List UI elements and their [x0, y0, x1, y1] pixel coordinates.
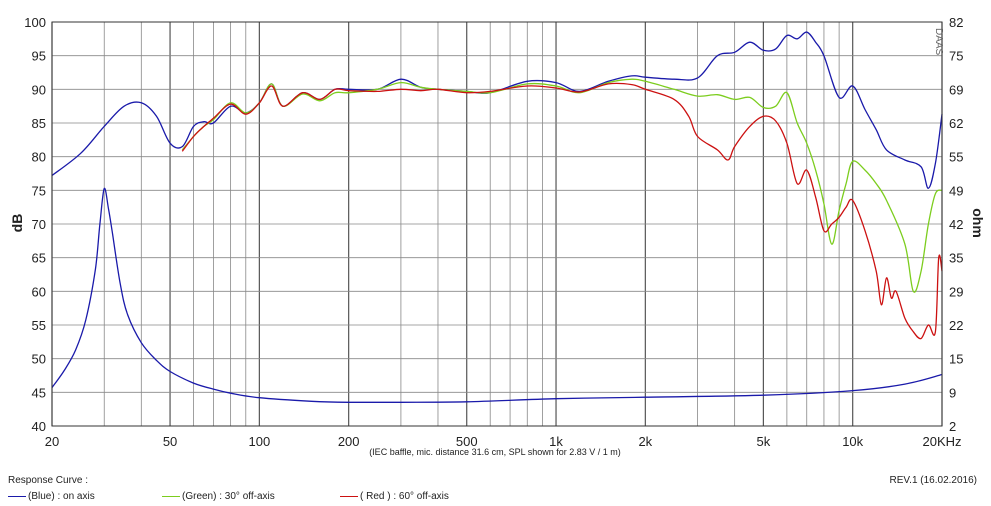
- y2-tick-label: 55: [949, 150, 963, 165]
- y2-tick-label: 82: [949, 15, 963, 30]
- plot-frame: [51, 21, 943, 427]
- x-tick-label: 10k: [842, 434, 863, 449]
- impedance-curve: [51, 187, 943, 403]
- revision-label: REV.1 (16.02.2016): [889, 475, 977, 486]
- x-tick-label: 500: [456, 434, 478, 449]
- legend-item-green: (Green) : 30° off-axis: [162, 491, 275, 502]
- y-tick-label: 40: [32, 419, 46, 434]
- legend-heading: Response Curve :: [8, 475, 89, 486]
- x-tick-label: 100: [249, 434, 271, 449]
- y-tick-label: 90: [32, 82, 46, 97]
- legend-label-blue: (Blue) : on axis: [28, 491, 95, 502]
- x-tick-label: 1k: [549, 434, 563, 449]
- y2-tick-label: 29: [949, 284, 963, 299]
- x-tick-label: 200: [338, 434, 360, 449]
- y2-tick-label: 62: [949, 116, 963, 131]
- y-axis-label: dB: [9, 214, 25, 233]
- x-tick-label: 2k: [638, 434, 652, 449]
- y2-tick-label: 35: [949, 251, 963, 266]
- y-tick-label: 60: [32, 284, 46, 299]
- legend-label-red: ( Red ) : 60° off-axis: [360, 491, 449, 502]
- legend-item-red: ( Red ) : 60° off-axis: [340, 491, 449, 502]
- tick-labels: 20 50 100 200 500 1k 2k 5k 10k 20KHz 100 82 95 75 90 69…: [24, 15, 963, 449]
- y-tick-label: 50: [32, 352, 46, 367]
- y2-tick-label: 42: [949, 217, 963, 232]
- y2-axis-label: ohm: [970, 208, 986, 238]
- legend-swatch-green: [162, 496, 180, 497]
- y2-tick-label: 49: [949, 183, 963, 198]
- y2-tick-label: 2: [949, 419, 956, 434]
- y-tick-label: 65: [32, 251, 46, 266]
- y-tick-label: 85: [32, 116, 46, 131]
- y-tick-label: 80: [32, 150, 46, 165]
- y2-tick-label: 75: [949, 49, 963, 64]
- y-tick-label: 55: [32, 318, 46, 333]
- x-tick-label: 5k: [757, 434, 771, 449]
- legend-swatch-red: [340, 496, 358, 497]
- chart-caption: (IEC baffle, mic. distance 31.6 cm, SPL …: [369, 447, 621, 457]
- watermark: DAAS: [933, 28, 944, 56]
- spl-curve-2: [181, 78, 943, 293]
- spl-curve-3: [181, 82, 943, 340]
- x-tick-label: 50: [163, 434, 177, 449]
- spl-curve-1: [51, 31, 943, 189]
- y2-tick-label: 15: [949, 352, 963, 367]
- y2-tick-label: 9: [949, 385, 956, 400]
- response-curve-chart: 20 50 100 200 500 1k 2k 5k 10k 20KHz 100 82 95 75 90 69…: [9, 15, 986, 457]
- y-tick-label: 100: [24, 15, 46, 30]
- y-tick-label: 70: [32, 217, 46, 232]
- y-tick-label: 45: [32, 385, 46, 400]
- grid: [51, 21, 943, 427]
- y2-tick-label: 22: [949, 318, 963, 333]
- x-tick-label: 20KHz: [922, 434, 961, 449]
- y2-tick-label: 69: [949, 82, 963, 97]
- legend-item-blue: (Blue) : on axis: [8, 491, 95, 502]
- x-tick-label: 20: [45, 434, 59, 449]
- curves: [51, 31, 943, 403]
- y-tick-label: 95: [32, 49, 46, 64]
- legend-label-green: (Green) : 30° off-axis: [182, 491, 275, 502]
- y-tick-label: 75: [32, 183, 46, 198]
- legend-swatch-blue: [8, 496, 26, 497]
